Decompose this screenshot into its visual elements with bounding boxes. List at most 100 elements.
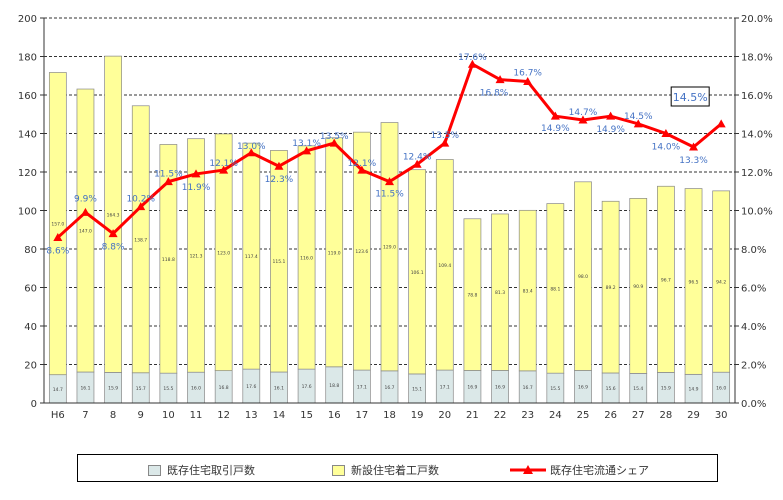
share-point-marker (136, 202, 146, 211)
bar-label-new: 138.7 (134, 237, 147, 243)
bar-label-existing: 16.9 (578, 385, 588, 391)
share-data-label: 12.4% (403, 152, 432, 162)
bar-label-new: 83.4 (523, 289, 533, 295)
share-point-marker (219, 165, 229, 174)
bar-new (657, 185, 675, 373)
x-tick-label: 8 (110, 410, 116, 421)
left-tick-label: 100 (18, 207, 37, 218)
bar-new (270, 150, 288, 373)
share-point-marker (246, 148, 256, 157)
legend-swatch-new (332, 464, 345, 476)
bar-label-new: 98.0 (578, 274, 588, 280)
right-tick-label: 14.0% (741, 130, 773, 141)
share-data-label: 11.5% (154, 170, 183, 180)
bar-label-new: 164.3 (107, 212, 120, 218)
share-point-marker (633, 119, 643, 128)
share-data-label: 14.9% (541, 124, 570, 134)
x-tick-label: 20 (438, 410, 451, 421)
bar-label-existing: 14.7 (53, 387, 63, 393)
bar-label-existing: 16.9 (467, 385, 477, 391)
x-tick-label: 26 (604, 410, 617, 421)
bar-new (463, 218, 482, 371)
left-tick-label: 0 (31, 399, 37, 410)
share-data-label: 13.0% (237, 142, 266, 152)
bar-label-existing: 16.1 (80, 386, 90, 392)
bar-label-new: 121.3 (190, 253, 203, 259)
bar-label-existing: 14.9 (689, 387, 699, 393)
stacked-bar-line-chart: 14.7 157.0 16.1 147.0 15.9 164.3 15.7 138.7 15.5… (18, 14, 773, 421)
x-tick-label: 22 (494, 410, 507, 421)
share-point-marker (606, 111, 616, 120)
bar-label-new: 123.0 (217, 250, 230, 256)
bar-new (187, 138, 205, 373)
left-tick-label: 120 (18, 168, 37, 179)
x-tick-label: 25 (577, 410, 590, 421)
bar-label-existing: 15.5 (550, 386, 560, 392)
bar-label-new: 118.8 (162, 257, 175, 263)
share-data-label: 8.6% (46, 246, 69, 256)
bar-label-existing: 16.0 (716, 386, 726, 392)
bar-new (574, 181, 592, 371)
share-point-marker (191, 169, 201, 178)
right-tick-label: 4.0% (741, 322, 766, 333)
bar-label-existing: 17.1 (357, 385, 367, 391)
share-point-marker (108, 229, 118, 238)
share-point-marker (689, 142, 699, 151)
right-tick-label: 10.0% (741, 207, 773, 218)
right-tick-label: 8.0% (741, 245, 766, 256)
x-tick-label: 14 (273, 410, 286, 421)
share-data-label: 10.2% (126, 195, 155, 205)
bar-label-new: 106.1 (411, 270, 424, 276)
bar-label-new: 157.0 (51, 222, 64, 228)
left-tick-label: 180 (18, 53, 37, 64)
bar-new (629, 198, 648, 374)
bar-label-existing: 16.7 (523, 385, 533, 391)
bar-label-new: 129.0 (383, 245, 396, 251)
share-data-label: 14.0% (652, 143, 681, 153)
x-tick-label: 12 (217, 410, 230, 421)
x-tick-label: 21 (466, 410, 479, 421)
x-tick-label: 19 (411, 410, 424, 421)
x-tick-label: 16 (328, 410, 341, 421)
share-point-marker (357, 165, 367, 174)
x-tick-label: 7 (82, 410, 88, 421)
x-tick-label: 29 (687, 410, 700, 421)
share-data-label: 8.8% (102, 243, 125, 253)
share-data-label: 14.5% (624, 112, 653, 122)
bar-label-existing: 16.7 (384, 385, 394, 391)
share-data-label: 13.1% (292, 139, 321, 149)
share-data-label: 16.8% (480, 89, 509, 99)
bar-label-new: 81.3 (495, 290, 505, 296)
share-point-marker (163, 177, 173, 186)
bar-label-new: 147.0 (79, 229, 92, 235)
right-tick-label: 18.0% (741, 53, 773, 64)
bar-label-new: 116.0 (300, 255, 313, 261)
bar-label-existing: 16.9 (495, 385, 505, 391)
legend-item-share: 既存住宅流通シェア (510, 462, 649, 478)
share-point-marker (467, 59, 477, 68)
bar-label-new: 94.2 (716, 280, 726, 286)
bar-label-existing: 15.9 (661, 386, 671, 392)
left-tick-label: 40 (24, 322, 37, 333)
share-point-marker (440, 138, 450, 147)
bar-label-existing: 17.6 (246, 384, 256, 390)
share-data-label: 17.6% (458, 53, 487, 63)
share-data-label: 13.5% (430, 131, 459, 141)
bar-label-existing: 15.4 (633, 386, 643, 392)
legend-item-existing: 既存住宅取引戸数 (148, 462, 255, 478)
left-tick-label: 160 (18, 91, 37, 102)
bar-label-existing: 15.6 (606, 386, 616, 392)
bar-label-existing: 17.1 (440, 385, 450, 391)
share-data-label: 12.3% (265, 175, 294, 185)
bar-new (48, 72, 67, 376)
bar-new (353, 131, 371, 371)
share-point-marker (495, 75, 505, 84)
bar-label-existing: 16.0 (191, 386, 201, 392)
share-point-marker (274, 161, 284, 170)
bar-label-existing: 15.5 (163, 386, 173, 392)
share-data-label: 11.9% (182, 183, 211, 193)
bar-label-new: 88.1 (550, 286, 560, 292)
share-point-marker (578, 115, 588, 124)
share-point-marker (53, 232, 63, 241)
